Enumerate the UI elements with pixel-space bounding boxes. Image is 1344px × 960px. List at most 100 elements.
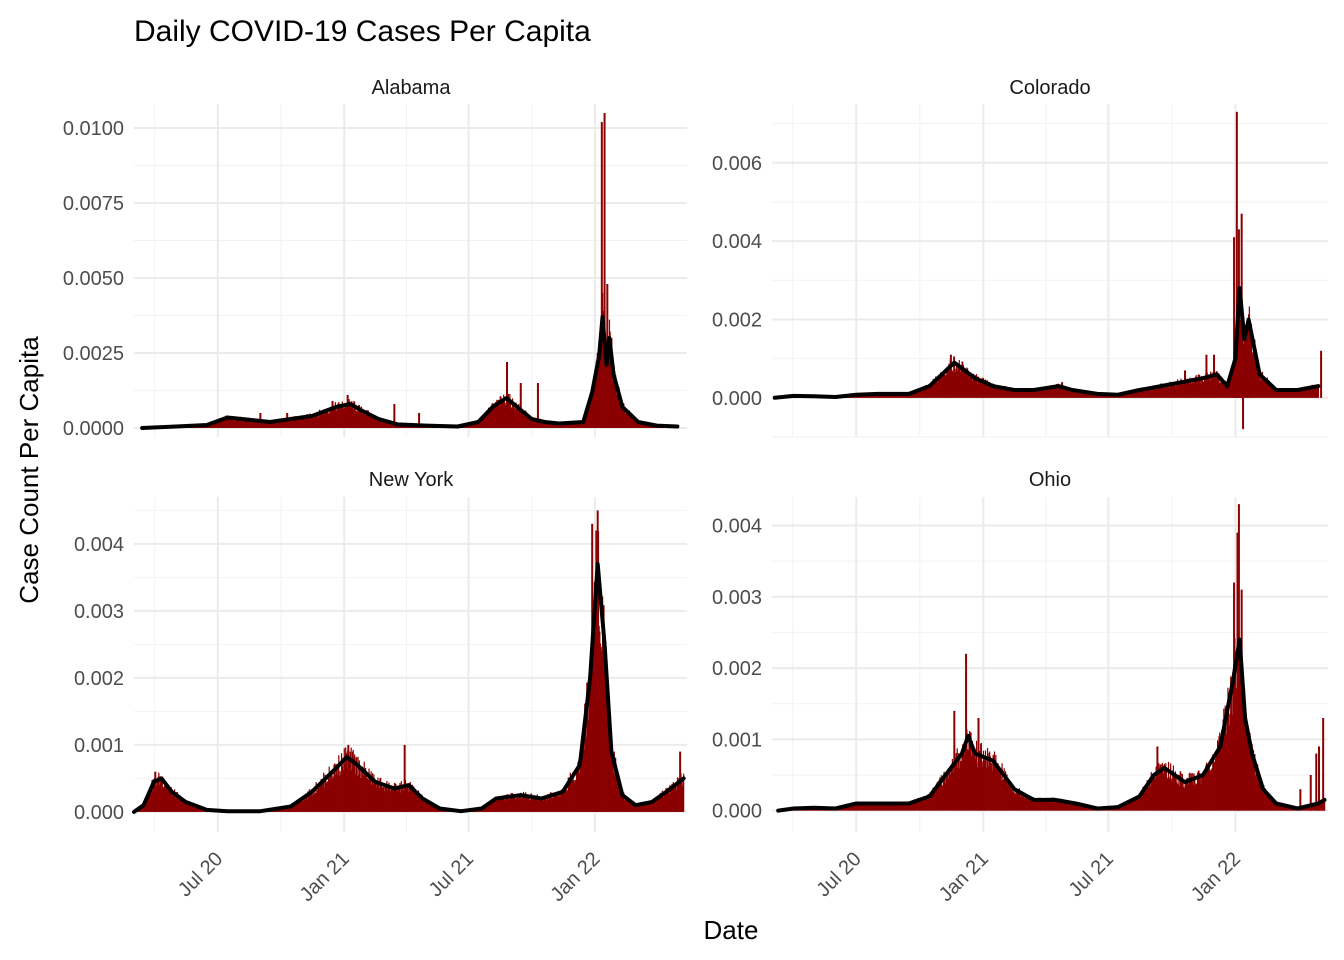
daily-bar (947, 369, 949, 398)
daily-bar (1018, 388, 1020, 398)
daily-bar (1185, 778, 1188, 811)
daily-bar (1283, 388, 1286, 398)
daily-bar (241, 420, 243, 428)
daily-bar (946, 774, 949, 811)
daily-bar (634, 418, 636, 428)
daily-bar (474, 421, 477, 428)
daily-bar (299, 419, 301, 428)
daily-bar (623, 403, 625, 428)
daily-bar (242, 418, 244, 428)
spike-bar (536, 383, 539, 428)
daily-bar (1079, 391, 1081, 398)
daily-bar (222, 417, 225, 428)
daily-bar (1054, 384, 1056, 398)
daily-bar (886, 394, 889, 398)
daily-bar (383, 785, 385, 812)
daily-bar (909, 801, 911, 811)
daily-bar (1189, 772, 1191, 811)
y-tick-label: 0.002 (712, 658, 762, 680)
daily-bar (1067, 388, 1069, 398)
daily-bar (334, 406, 336, 428)
daily-bar (542, 420, 544, 428)
daily-bar (354, 754, 356, 812)
daily-bar (487, 802, 490, 812)
daily-bar (294, 416, 297, 428)
daily-bar (350, 747, 352, 812)
daily-bar (1292, 388, 1294, 398)
daily-bar (1000, 770, 1002, 811)
daily-bar (485, 804, 488, 812)
daily-bar (1184, 780, 1186, 811)
daily-bar (1056, 798, 1058, 811)
daily-bar (279, 420, 281, 428)
daily-bar (302, 415, 304, 428)
daily-bar (388, 422, 390, 428)
daily-bar (329, 411, 332, 428)
daily-bar (582, 732, 584, 812)
daily-bar (213, 423, 215, 428)
daily-bar (264, 421, 266, 428)
daily-bar (967, 370, 969, 398)
daily-bar (655, 797, 657, 812)
daily-bar (652, 803, 654, 812)
daily-bar (540, 421, 542, 428)
daily-bar (518, 798, 520, 812)
daily-bar (336, 767, 338, 812)
daily-bar (358, 405, 361, 428)
daily-bar (1259, 780, 1261, 811)
daily-bar (1002, 779, 1004, 811)
daily-bar (367, 410, 369, 428)
daily-bar (1321, 800, 1323, 811)
daily-bar (307, 415, 310, 428)
daily-bar (961, 753, 963, 811)
daily-bar (325, 412, 327, 428)
daily-bar (487, 413, 489, 428)
daily-bar (288, 420, 290, 428)
daily-bar (327, 778, 330, 812)
daily-bar (371, 415, 374, 428)
daily-bar (1089, 807, 1091, 811)
daily-bar (364, 413, 366, 428)
daily-bar (512, 797, 514, 812)
daily-bar (1286, 805, 1288, 811)
daily-bar (1302, 388, 1304, 398)
daily-bar (1203, 376, 1206, 398)
daily-bar (1073, 389, 1075, 398)
daily-bar (963, 368, 965, 398)
daily-bar (169, 787, 171, 812)
daily-bar (615, 757, 617, 812)
daily-bar (645, 805, 648, 812)
daily-bar (964, 367, 966, 398)
daily-bar (492, 800, 494, 812)
daily-bar (1275, 390, 1277, 398)
daily-bar (1246, 329, 1248, 398)
daily-bar (619, 790, 621, 812)
spike-bar (596, 353, 599, 428)
daily-bar (358, 774, 360, 812)
daily-bar (1194, 785, 1197, 811)
daily-bar (1279, 389, 1281, 398)
daily-bar (1195, 375, 1197, 398)
daily-bar (1175, 385, 1177, 398)
daily-bar (993, 751, 996, 811)
daily-bar (1179, 786, 1181, 811)
daily-bar (1121, 805, 1123, 811)
daily-bar (1029, 800, 1032, 811)
daily-bar (1075, 388, 1077, 398)
daily-bar (1003, 390, 1005, 398)
daily-bar (1149, 387, 1152, 398)
daily-bar (1045, 799, 1047, 811)
daily-bar (545, 800, 547, 812)
daily-bar (194, 806, 196, 812)
daily-bar (1268, 794, 1270, 811)
daily-bar (376, 783, 378, 812)
daily-bar (1183, 786, 1185, 811)
daily-bar (609, 734, 611, 812)
daily-bar (530, 793, 532, 812)
daily-bar (1069, 802, 1071, 811)
daily-bar (547, 422, 549, 428)
daily-bar (379, 417, 381, 428)
daily-bar (1245, 731, 1247, 811)
daily-bar (402, 790, 404, 812)
daily-bar (1040, 388, 1042, 398)
